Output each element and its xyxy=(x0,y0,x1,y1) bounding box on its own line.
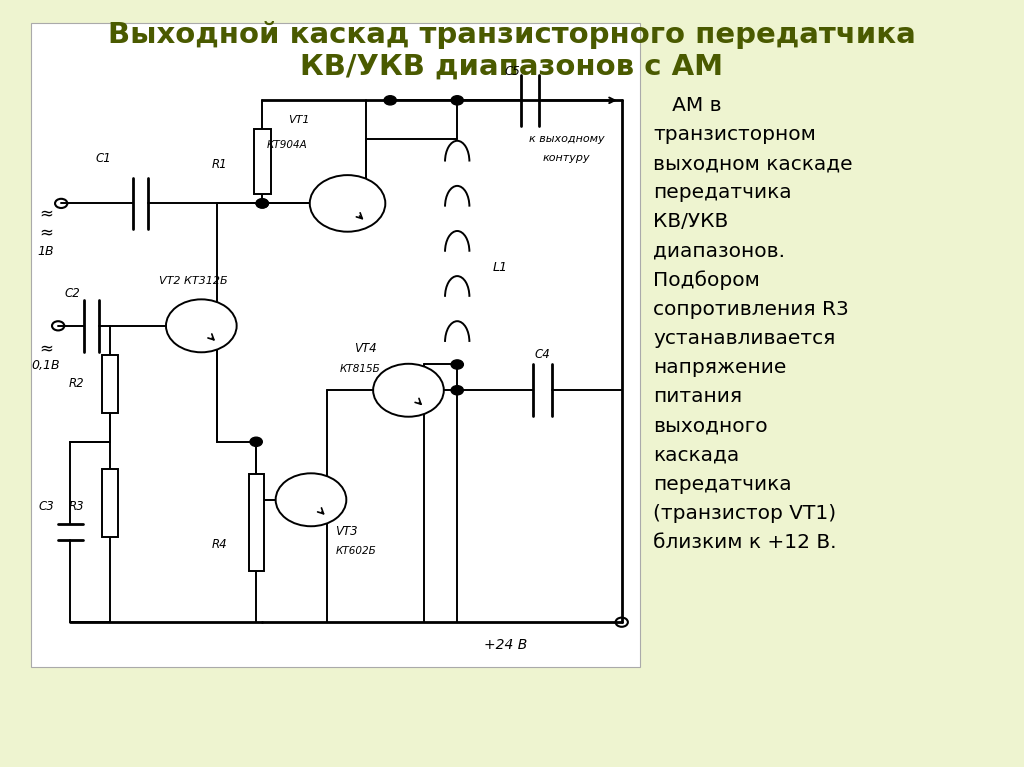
Text: С4: С4 xyxy=(535,348,550,361)
Text: С5: С5 xyxy=(504,65,520,77)
Text: КТ602Б: КТ602Б xyxy=(336,546,376,556)
Text: КТ904А: КТ904А xyxy=(266,140,307,150)
Circle shape xyxy=(275,473,346,526)
Text: близким к +12 В.: близким к +12 В. xyxy=(653,533,837,552)
Text: АМ в: АМ в xyxy=(653,96,722,115)
Text: диапазонов.: диапазонов. xyxy=(653,242,785,261)
Text: R1: R1 xyxy=(212,158,227,171)
Circle shape xyxy=(256,199,268,208)
Text: С3: С3 xyxy=(38,500,54,512)
Text: ≈: ≈ xyxy=(39,223,53,242)
Text: 1В: 1В xyxy=(38,245,54,258)
Circle shape xyxy=(166,299,237,352)
Circle shape xyxy=(310,175,385,232)
Text: Подбором: Подбором xyxy=(653,271,760,291)
Text: +24 В: +24 В xyxy=(484,637,527,652)
Text: устанавливается: устанавливается xyxy=(653,329,836,348)
Text: ≈: ≈ xyxy=(39,339,53,357)
Bar xyxy=(249,474,264,571)
Circle shape xyxy=(451,360,463,369)
Text: VT1: VT1 xyxy=(288,114,309,125)
Circle shape xyxy=(256,199,268,208)
Circle shape xyxy=(373,364,443,416)
Circle shape xyxy=(451,96,463,105)
Text: передатчика: передатчика xyxy=(653,475,792,494)
Text: Выходной каскад транзисторного передатчика: Выходной каскад транзисторного передатчи… xyxy=(109,21,915,48)
Text: каскада: каскада xyxy=(653,446,739,465)
Text: питания: питания xyxy=(653,387,742,407)
Text: VT3: VT3 xyxy=(336,525,358,538)
Text: КВ/УКВ: КВ/УКВ xyxy=(653,212,728,232)
Circle shape xyxy=(250,437,262,446)
Text: передатчика: передатчика xyxy=(653,183,792,202)
Text: (транзистор VT1): (транзистор VT1) xyxy=(653,504,837,523)
Text: VT4: VT4 xyxy=(354,342,377,355)
Circle shape xyxy=(451,386,463,395)
Text: сопротивления R3: сопротивления R3 xyxy=(653,300,849,319)
Text: R4: R4 xyxy=(212,538,227,551)
Text: VT2 КТ312Б: VT2 КТ312Б xyxy=(159,275,227,286)
Text: выходном каскаде: выходном каскаде xyxy=(653,154,853,173)
Bar xyxy=(31,23,640,667)
Text: контуру: контуру xyxy=(543,153,591,163)
Text: выходного: выходного xyxy=(653,416,768,436)
Bar xyxy=(254,130,270,194)
Text: С2: С2 xyxy=(65,287,80,300)
Text: 0,1В: 0,1В xyxy=(32,359,60,372)
Circle shape xyxy=(384,96,396,105)
Text: R3: R3 xyxy=(69,500,84,512)
Text: С1: С1 xyxy=(96,152,112,165)
Text: к выходному: к выходному xyxy=(529,134,605,144)
Text: транзисторном: транзисторном xyxy=(653,125,816,144)
Text: напряжение: напряжение xyxy=(653,358,786,377)
Bar xyxy=(102,355,118,413)
Text: КТ815Б: КТ815Б xyxy=(339,364,380,374)
Bar xyxy=(102,469,118,537)
Text: КВ/УКВ диапазонов с АМ: КВ/УКВ диапазонов с АМ xyxy=(300,53,724,81)
Text: ≈: ≈ xyxy=(39,204,53,222)
Text: R2: R2 xyxy=(69,377,84,390)
Text: L1: L1 xyxy=(493,262,507,275)
